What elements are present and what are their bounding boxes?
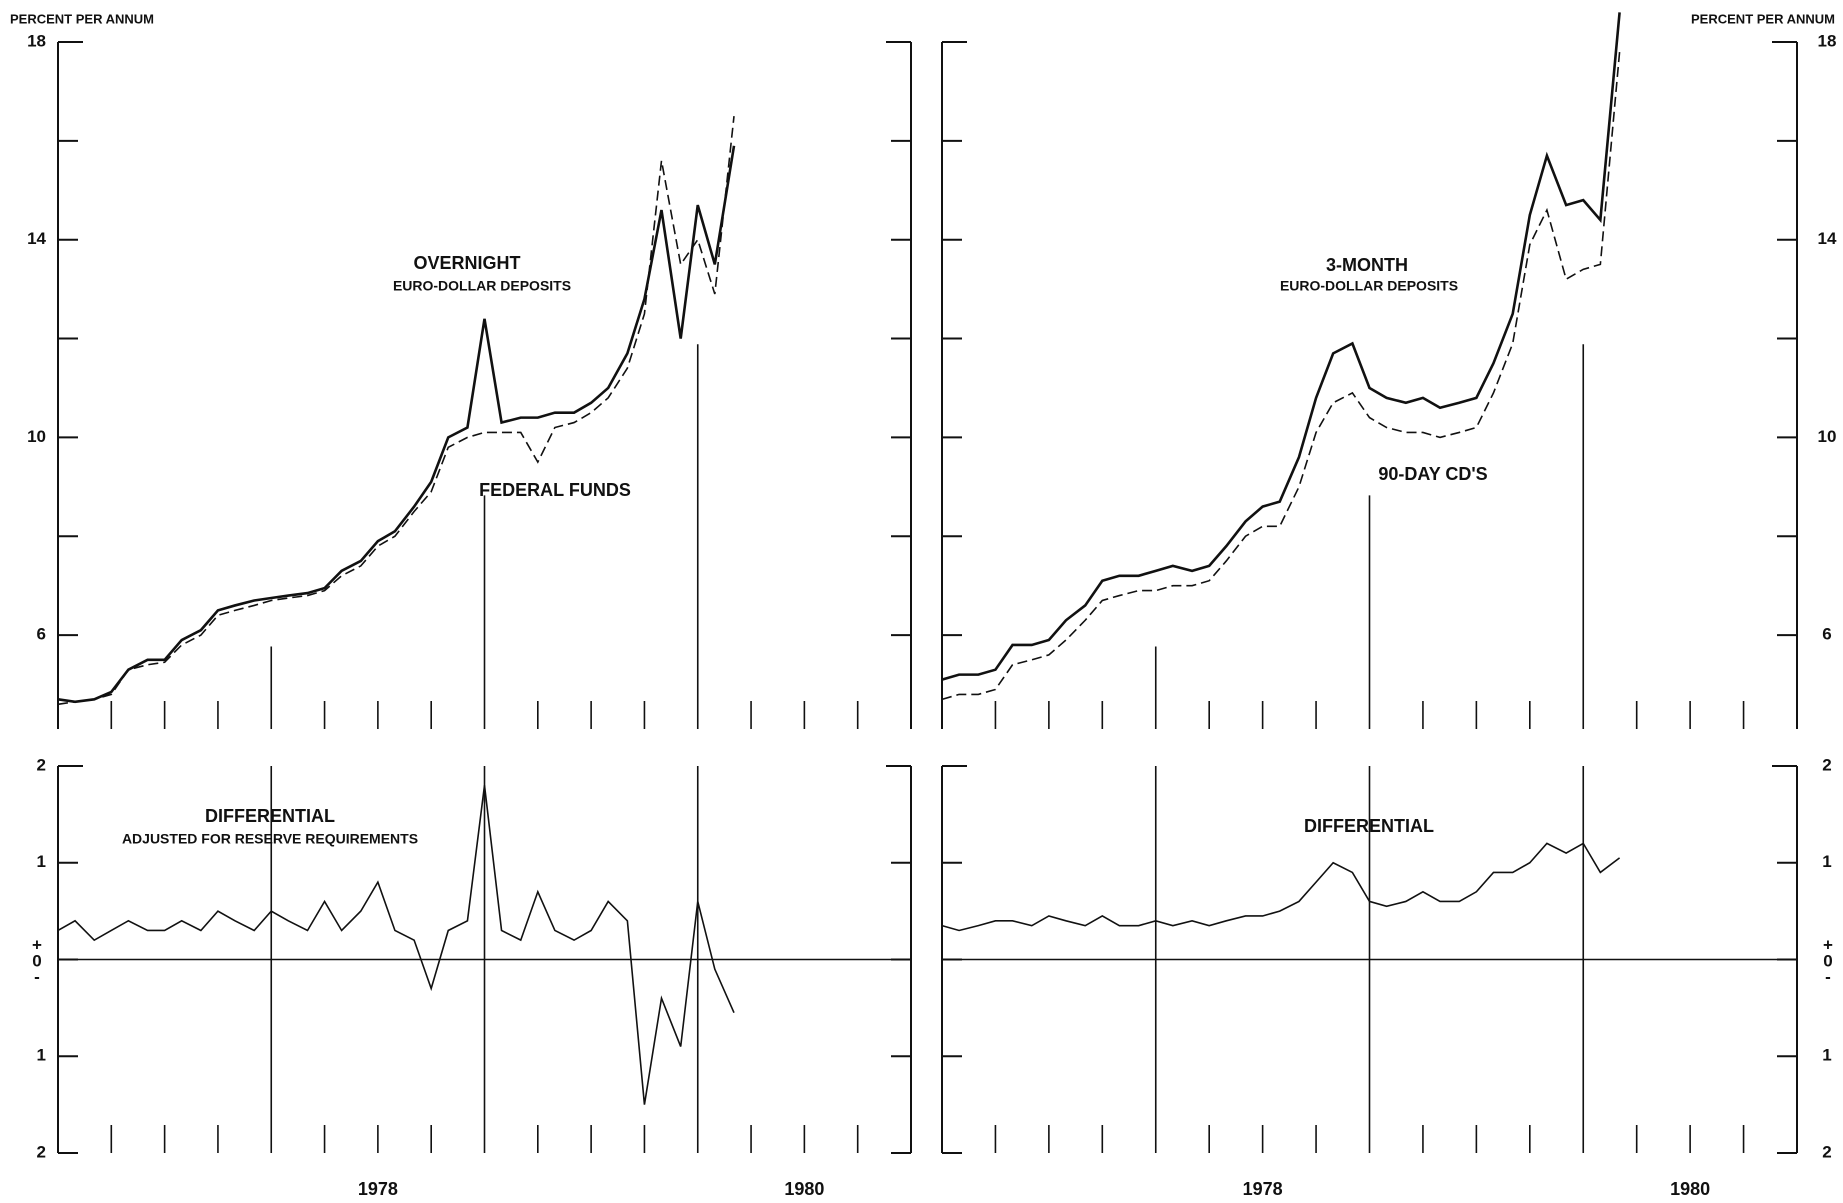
y-tick-label: 10 xyxy=(27,427,46,446)
y-tick-label: 6 xyxy=(1822,625,1831,644)
x-tick-label: 1978 xyxy=(358,1179,398,1199)
y-tick-label: 14 xyxy=(1818,229,1837,248)
series-line xyxy=(57,785,735,1105)
y-tick-label: 18 xyxy=(27,31,46,50)
y-tick-label: +0- xyxy=(1819,936,1838,984)
y-tick-label: 1 xyxy=(1822,852,1831,871)
axis-title: PERCENT PER ANNUM xyxy=(10,11,154,26)
y-tick-label: 2 xyxy=(37,755,46,774)
y-tick-label: 6 xyxy=(37,625,46,644)
y-tick-label: 1 xyxy=(37,1046,46,1065)
series-note: EURO-DOLLAR DEPOSITS xyxy=(393,278,571,294)
x-tick-label: 1980 xyxy=(784,1179,824,1199)
series-line xyxy=(941,842,1621,932)
y-tick-label: 1 xyxy=(1822,1046,1831,1065)
series-note: ADJUSTED FOR RESERVE REQUIREMENTS xyxy=(122,831,418,847)
series-note: EURO-DOLLAR DEPOSITS xyxy=(1280,278,1458,294)
series-line xyxy=(57,145,736,704)
y-tick-label: 14 xyxy=(27,229,46,248)
y-tick-label: 2 xyxy=(37,1142,46,1161)
axis-title: PERCENT PER ANNUM xyxy=(1691,11,1835,26)
x-tick-label: 1980 xyxy=(1670,1179,1710,1199)
y-tick-label: +0- xyxy=(28,936,47,984)
x-tick-label: 1978 xyxy=(1243,1179,1283,1199)
y-tick-label: 18 xyxy=(1818,31,1837,50)
series-line xyxy=(941,12,1621,681)
series-label: 3-MONTH xyxy=(1326,255,1408,275)
y-tick-label: 1 xyxy=(37,852,46,871)
series-label: DIFFERENTIAL xyxy=(205,806,335,826)
y-tick-label: 2 xyxy=(1822,1142,1831,1161)
series-label: FEDERAL FUNDS xyxy=(479,480,631,500)
series-label: OVERNIGHT xyxy=(413,253,520,273)
y-tick-label: 10 xyxy=(1818,427,1837,446)
series-label: DIFFERENTIAL xyxy=(1304,816,1434,836)
series-line xyxy=(57,116,735,706)
series-label: 90-DAY CD'S xyxy=(1378,464,1487,484)
y-tick-label: 2 xyxy=(1822,755,1831,774)
series-line xyxy=(941,51,1621,701)
